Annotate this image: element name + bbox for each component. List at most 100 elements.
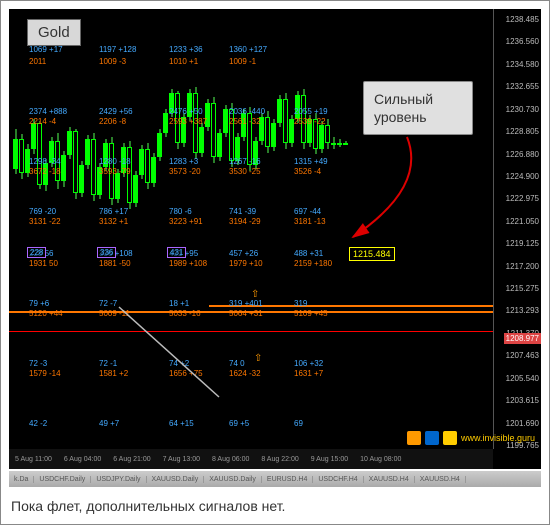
chart-tab[interactable]: USDJPY.Daily bbox=[91, 476, 146, 483]
data-label: 3181 -13 bbox=[294, 217, 326, 227]
x-tick: 5 Aug 11:00 bbox=[9, 456, 58, 463]
data-label: 72 -1 bbox=[99, 359, 117, 369]
candle bbox=[49, 9, 54, 449]
data-label: 2476 +50 bbox=[169, 107, 203, 117]
chart-tab[interactable]: XAUUSD.Daily bbox=[147, 476, 205, 483]
chart-tab[interactable]: USDCHF.Daily bbox=[34, 476, 91, 483]
data-label: 2011 bbox=[29, 57, 46, 67]
candle bbox=[337, 9, 342, 449]
data-label: 3530 -25 bbox=[229, 167, 261, 177]
candle bbox=[103, 9, 108, 449]
y-tick: 1222.975 bbox=[506, 194, 539, 203]
data-label: 319 bbox=[294, 299, 307, 309]
data-label: 319 +401 bbox=[229, 299, 263, 309]
price-callout: 1215.484 bbox=[349, 247, 395, 261]
arrow-up-icon: ⇧ bbox=[251, 289, 259, 300]
y-tick: 1207.463 bbox=[506, 351, 539, 360]
data-label: 697 -44 bbox=[294, 207, 321, 217]
chart-tab[interactable]: XAUUSD.H4 bbox=[415, 476, 466, 483]
brand-icon bbox=[407, 431, 421, 445]
y-tick: 1219.125 bbox=[506, 239, 539, 248]
candle bbox=[67, 9, 72, 449]
chart-title: Gold bbox=[27, 19, 81, 46]
y-tick: 1238.485 bbox=[506, 15, 539, 24]
candle bbox=[295, 9, 300, 449]
data-label: 69 +5 bbox=[229, 419, 249, 429]
candle bbox=[109, 9, 114, 449]
data-label: 457 +26 bbox=[229, 249, 258, 259]
data-label: 79 +6 bbox=[29, 299, 49, 309]
box-marker: 228 bbox=[27, 247, 46, 258]
data-label: 2374 +888 bbox=[29, 107, 67, 117]
candle bbox=[157, 9, 162, 449]
candle bbox=[121, 9, 126, 449]
y-tick: 1203.615 bbox=[506, 396, 539, 405]
candle bbox=[187, 9, 192, 449]
candle bbox=[235, 9, 240, 449]
brand-icon bbox=[443, 431, 457, 445]
data-label: 1656 +75 bbox=[169, 369, 203, 379]
y-tick: 1232.655 bbox=[506, 82, 539, 91]
candle bbox=[37, 9, 42, 449]
data-label: 3526 -4 bbox=[294, 167, 321, 177]
chart-area[interactable]: Gold 1069 +17 1197 +128 1233 +36 1360 +127 2… bbox=[9, 9, 541, 469]
x-tick: 10 Aug 08:00 bbox=[354, 456, 407, 463]
candle bbox=[91, 9, 96, 449]
arrow-up-icon: ⇧ bbox=[254, 353, 262, 364]
y-tick: 1205.540 bbox=[506, 374, 539, 383]
candle bbox=[127, 9, 132, 449]
data-label: 3573 -20 bbox=[169, 167, 201, 177]
candle bbox=[277, 9, 282, 449]
candle bbox=[247, 9, 252, 449]
chart-tab[interactable]: k.Da bbox=[9, 476, 34, 483]
data-label: 3194 -29 bbox=[229, 217, 261, 227]
candle bbox=[175, 9, 180, 449]
data-label: 1881 -50 bbox=[99, 259, 131, 269]
data-label: 2539 -22 bbox=[294, 117, 326, 127]
candle bbox=[253, 9, 258, 449]
candle bbox=[259, 9, 264, 449]
data-label: 786 +17 bbox=[99, 207, 128, 217]
chart-tab[interactable]: EURUSD.H4 bbox=[262, 476, 313, 483]
chart-tab[interactable]: XAUUSD.H4 bbox=[364, 476, 415, 483]
candle bbox=[271, 9, 276, 449]
plot-area[interactable]: 1069 +171197 +1281233 +361360 +127201110… bbox=[9, 9, 493, 449]
data-label: 1233 +36 bbox=[169, 45, 203, 55]
candle bbox=[139, 9, 144, 449]
y-tick: 1215.275 bbox=[506, 284, 539, 293]
data-label: 1931 50 bbox=[29, 259, 58, 269]
data-label: 741 -39 bbox=[229, 207, 256, 217]
data-label: 2561 -32 bbox=[229, 117, 261, 127]
y-tick: 1224.900 bbox=[506, 172, 539, 181]
data-label: 1360 +127 bbox=[229, 45, 267, 55]
data-label: 3593 -79 bbox=[99, 167, 131, 177]
data-label: 1979 +10 bbox=[229, 259, 263, 269]
brand-link[interactable]: www.invisible.guru bbox=[461, 433, 535, 443]
candle bbox=[223, 9, 228, 449]
y-tick: 1226.880 bbox=[506, 150, 539, 159]
candle bbox=[331, 9, 336, 449]
candle bbox=[55, 9, 60, 449]
data-label: 69 bbox=[294, 419, 303, 429]
data-label: 18 +1 bbox=[169, 299, 189, 309]
candle bbox=[181, 9, 186, 449]
data-label: 1298 -34 bbox=[29, 157, 61, 167]
data-label: 64 +15 bbox=[169, 419, 194, 429]
candle bbox=[163, 9, 168, 449]
tab-bar[interactable]: k.DaUSDCHF.DailyUSDJPY.DailyXAUUSD.Daily… bbox=[9, 471, 541, 487]
data-label: 1069 +17 bbox=[29, 45, 63, 55]
candle bbox=[73, 9, 78, 449]
data-label: 2214 -4 bbox=[29, 117, 56, 127]
data-label: 72 -3 bbox=[29, 359, 47, 369]
data-label: 1197 +128 bbox=[99, 45, 136, 55]
y-tick: 1228.805 bbox=[506, 127, 539, 136]
box-marker: 336 bbox=[97, 247, 116, 258]
caption-text: Пока флет, дополнительных сигналов нет. bbox=[9, 494, 541, 518]
data-label: 5064 +31 bbox=[229, 309, 263, 319]
candle bbox=[151, 9, 156, 449]
x-tick: 6 Aug 21:00 bbox=[107, 456, 156, 463]
chart-tab[interactable]: XAUUSD.Daily bbox=[204, 476, 262, 483]
data-label: 49 +7 bbox=[99, 419, 119, 429]
chart-tab[interactable]: USDCHF.H4 bbox=[313, 476, 363, 483]
data-label: 769 -20 bbox=[29, 207, 56, 217]
